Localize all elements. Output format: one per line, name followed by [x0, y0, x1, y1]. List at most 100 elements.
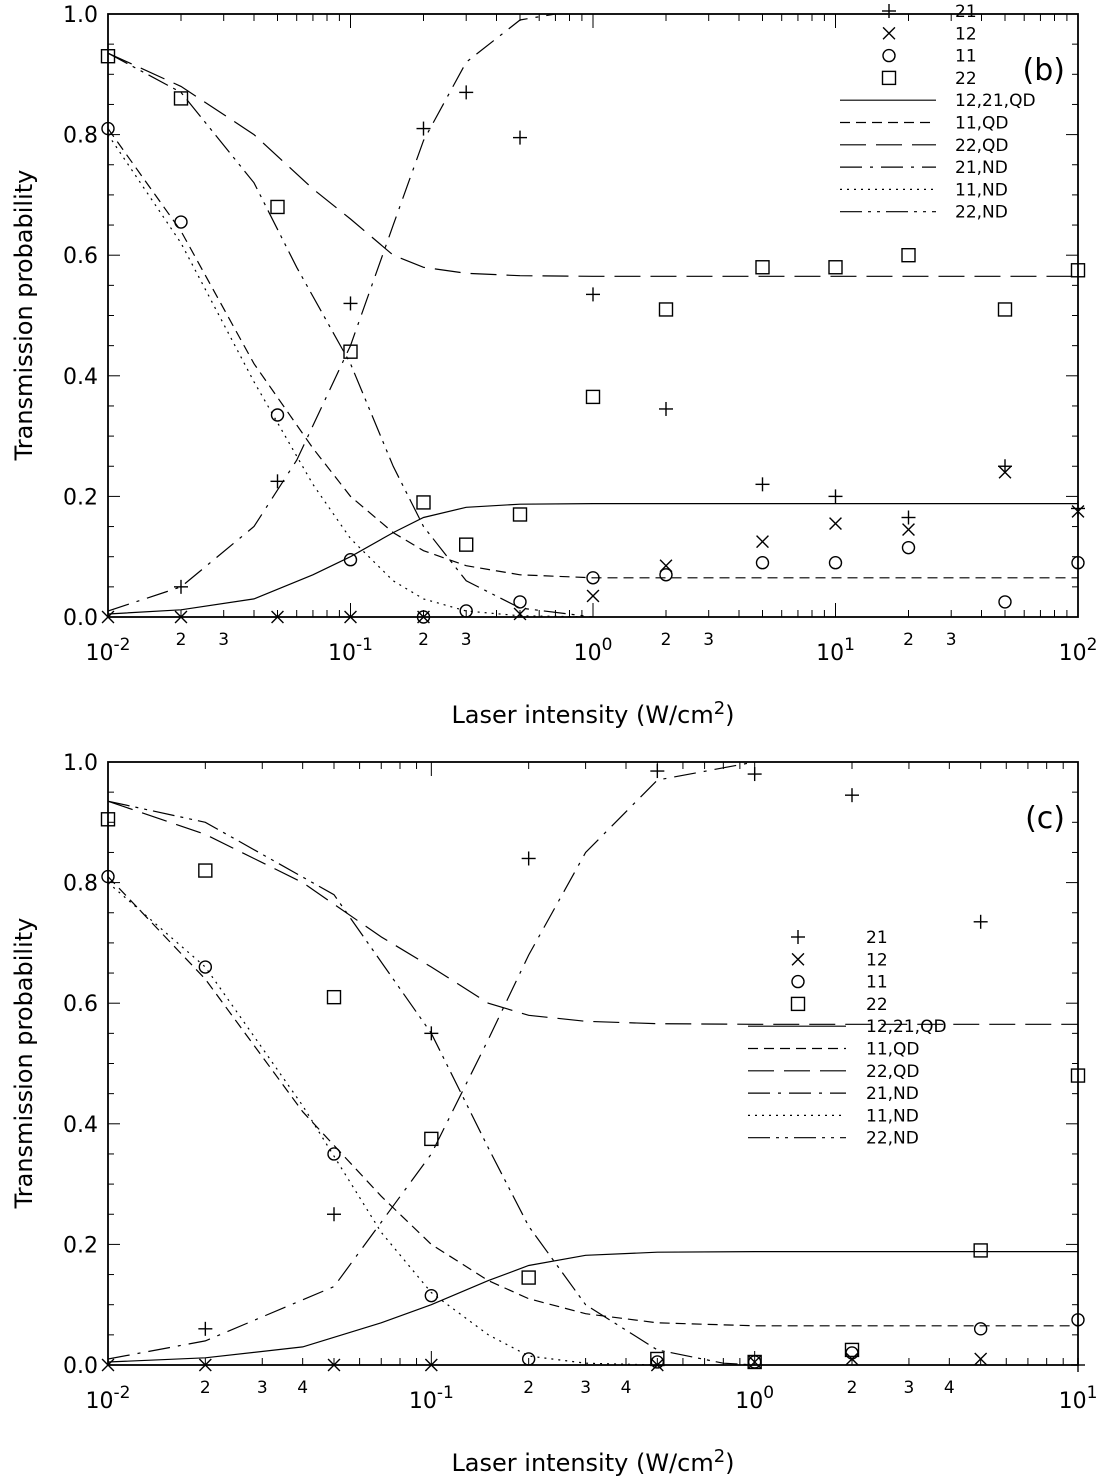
point-22 [100, 49, 116, 64]
point-12 [271, 610, 284, 624]
point-12 [101, 1358, 115, 1372]
point-22 [521, 1270, 536, 1285]
x-tick-label: 10-2 [86, 635, 131, 666]
x-minor-tick-label: 2 [200, 1378, 211, 1398]
point-21 [416, 121, 431, 136]
legend-label: 21 [955, 2, 977, 22]
point-22 [1070, 263, 1086, 278]
point-21 [747, 767, 762, 782]
point-22 [424, 1131, 439, 1147]
y-axis-label: Transmission probability [10, 918, 38, 1210]
point-11 [901, 540, 916, 555]
point-12 [659, 559, 673, 573]
point-11 [998, 595, 1012, 609]
x-minor-tick-label: 3 [904, 1378, 915, 1398]
point-21 [173, 579, 188, 594]
point-21 [1071, 1358, 1085, 1372]
x-tick-label: 102 [1059, 635, 1098, 666]
y-tick-label: 0.4 [63, 365, 98, 390]
y-tick-label: 0.4 [63, 1113, 98, 1138]
point-11 [416, 610, 431, 624]
x-minor-tick-label: 4 [621, 1378, 632, 1398]
point-12 [586, 589, 600, 603]
x-minor-tick-label: 2 [418, 630, 429, 650]
point-22 [343, 344, 358, 359]
data-points [100, 764, 1086, 1372]
point-21 [998, 459, 1013, 474]
point-22 [326, 989, 342, 1005]
data-points [100, 49, 1086, 624]
y-tick-label: 1.0 [63, 751, 98, 776]
legend-label: 12 [955, 24, 977, 44]
x-axis-label: Laser intensity (W/cm2) [451, 698, 734, 729]
panel-label: (c) [1025, 801, 1065, 836]
point-22 [747, 1354, 762, 1370]
point-21 [343, 296, 358, 311]
point-11 [513, 595, 527, 609]
legend-label: 21,ND [955, 158, 1008, 178]
legend-marker-circle [882, 48, 896, 63]
point-21 [755, 477, 770, 492]
point-12 [417, 610, 430, 624]
point-12 [174, 610, 188, 624]
point-21 [586, 287, 600, 302]
point-21 [828, 489, 843, 504]
point-11 [828, 556, 843, 570]
legend-label: 12,21,QD [866, 1017, 947, 1037]
point-11 [973, 1322, 988, 1336]
point-12 [748, 1355, 762, 1369]
x-minor-tick-label: 2 [847, 1378, 858, 1398]
point-21 [270, 474, 285, 489]
point-21 [424, 1026, 439, 1041]
curve-22-qd [108, 52, 1078, 277]
x-tick-label: 100 [574, 635, 613, 666]
curve-22-nd [108, 800, 755, 1365]
x-axis-label: Laser intensity (W/cm2) [451, 1446, 734, 1477]
x-minor-tick-label: 2 [903, 630, 914, 650]
x-minor-tick-label: 4 [944, 1378, 955, 1398]
panel-label: (b) [1023, 53, 1065, 88]
x-tick-label: 10-1 [328, 635, 373, 666]
point-11 [424, 1288, 439, 1303]
legend-label: 21 [866, 928, 888, 948]
point-22 [270, 199, 285, 215]
point-22 [585, 389, 601, 405]
legend-marker-plus [882, 4, 896, 18]
point-11 [1071, 1313, 1085, 1327]
point-21 [973, 914, 988, 929]
y-tick-label: 1.0 [63, 3, 98, 28]
point-11 [459, 604, 473, 618]
plot-frame [107, 761, 1079, 1366]
point-22 [658, 302, 674, 317]
legend-label: 22,ND [955, 203, 1008, 223]
curve-11-qd [108, 876, 1078, 1327]
x-minor-tick-label: 4 [297, 1378, 308, 1398]
curve-21-nd [108, 762, 755, 1360]
point-11 [343, 553, 358, 567]
y-tick-label: 0.2 [63, 485, 98, 510]
legend-label: 22,QD [866, 1062, 920, 1082]
point-22 [901, 247, 916, 263]
point-12 [756, 535, 769, 549]
y-tick-label: 0.0 [63, 606, 98, 631]
chart-panel-0: 0.0 0.2 0.4 0.6 0.8 1.0 10-2 10-1 100 101 102 2 3 2 3 2… [10, 2, 1097, 729]
x-tick-label: 10-1 [409, 1383, 454, 1414]
point-12 [198, 1358, 212, 1372]
legend-label: 22,QD [955, 136, 1009, 156]
legend-label: 11,QD [955, 114, 1009, 134]
point-11 [845, 1346, 859, 1360]
point-22 [1070, 1068, 1086, 1083]
legend-marker-cross [882, 26, 896, 40]
legend-label: 22,ND [866, 1129, 919, 1149]
y-tick-label: 0.8 [63, 872, 98, 897]
curve-12-21-qd [108, 503, 1078, 615]
point-21 [521, 851, 536, 866]
x-tick-label: 10-2 [86, 1383, 131, 1414]
legend-label: 11,QD [866, 1040, 920, 1060]
point-11 [270, 408, 285, 422]
point-12 [344, 610, 357, 624]
point-12 [327, 1358, 341, 1372]
